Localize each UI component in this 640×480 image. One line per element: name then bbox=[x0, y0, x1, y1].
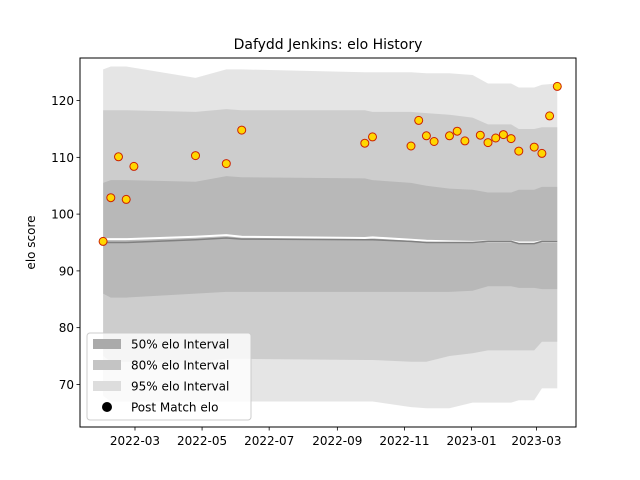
x-tick-label: 2022-09 bbox=[312, 434, 362, 448]
x-tick-label: 2022-07 bbox=[244, 434, 294, 448]
elo-point bbox=[445, 131, 454, 141]
legend-label: 80% elo Interval bbox=[131, 359, 229, 373]
elo-point bbox=[537, 148, 547, 158]
median-elo-line bbox=[103, 237, 558, 245]
elo-point bbox=[529, 142, 539, 152]
elo-point bbox=[498, 130, 508, 140]
legend-box bbox=[86, 332, 252, 421]
legend-swatch bbox=[93, 360, 121, 370]
legend-marker bbox=[102, 402, 112, 412]
y-tick-label: 90 bbox=[59, 264, 74, 278]
x-tick-label: 2023-03 bbox=[511, 434, 561, 448]
chart-title: Dafydd Jenkins: elo History bbox=[234, 37, 423, 53]
elo-point bbox=[368, 132, 377, 142]
elo-point bbox=[506, 134, 516, 144]
elo-point bbox=[414, 115, 424, 125]
elo-point bbox=[475, 130, 485, 140]
elo-point bbox=[191, 151, 200, 161]
legend-label: 95% elo Interval bbox=[131, 380, 229, 394]
elo-point bbox=[106, 193, 116, 203]
mean-elo-line bbox=[103, 234, 558, 244]
plot-frame bbox=[79, 57, 577, 428]
elo-point bbox=[221, 159, 231, 169]
elo-point bbox=[237, 125, 247, 135]
elo-point bbox=[552, 81, 562, 91]
legend-label: 50% elo Interval bbox=[131, 338, 229, 352]
elo-point bbox=[545, 111, 555, 121]
elo-point bbox=[406, 141, 416, 151]
elo-point bbox=[98, 236, 108, 246]
axes: 70 80 90 100 110 120 2022-03 2022-05 2022-07 2022… bbox=[51, 94, 561, 448]
elo-point bbox=[114, 152, 123, 162]
legend-label: Post Match elo bbox=[131, 401, 218, 415]
legend-swatch bbox=[93, 339, 121, 349]
plot-area bbox=[98, 66, 562, 409]
y-tick-label: 110 bbox=[51, 151, 74, 165]
elo-point bbox=[121, 194, 131, 204]
y-axis-label: elo score bbox=[24, 215, 38, 269]
x-tick-label: 2023-01 bbox=[446, 434, 496, 448]
elo-point bbox=[429, 137, 439, 146]
y-tick-label: 70 bbox=[59, 378, 74, 392]
y-tick-label: 100 bbox=[51, 208, 74, 222]
x-tick-label: 2022-03 bbox=[110, 434, 160, 448]
y-tick-label: 120 bbox=[51, 94, 74, 108]
band-80-interval bbox=[103, 109, 558, 362]
x-tick-label: 2022-05 bbox=[177, 434, 227, 448]
elo-point bbox=[491, 133, 501, 143]
x-tick-label: 2022-11 bbox=[379, 434, 429, 448]
legend-swatch bbox=[93, 381, 121, 391]
elo-point bbox=[460, 136, 470, 146]
elo-point bbox=[129, 161, 139, 171]
elo-point bbox=[452, 126, 462, 136]
y-tick-label: 80 bbox=[59, 321, 74, 335]
elo-point bbox=[514, 146, 524, 156]
elo-point bbox=[360, 138, 370, 148]
legend: 50% elo Interval 80% elo Interval 95% elo … bbox=[86, 332, 252, 421]
elo-point bbox=[421, 131, 431, 141]
elo-point bbox=[483, 138, 493, 148]
